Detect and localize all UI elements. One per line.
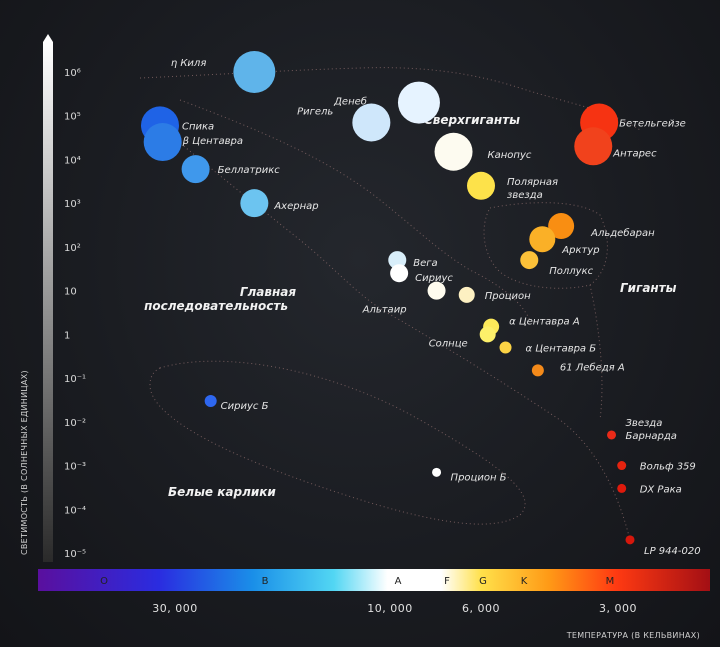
star-label: LP 944-020 bbox=[644, 546, 701, 557]
star-label: Арктур bbox=[561, 245, 599, 256]
svg-text:последовательность: последовательность bbox=[144, 299, 288, 313]
star-point bbox=[233, 51, 276, 93]
star-point bbox=[181, 155, 210, 184]
star-label: Бетельгейзе bbox=[619, 119, 686, 130]
star-label: Вольф 359 bbox=[640, 462, 696, 473]
star-point bbox=[458, 286, 475, 303]
star-point bbox=[499, 341, 512, 354]
main-sequence-upper-outline bbox=[179, 99, 531, 321]
spectral-class-label: B bbox=[262, 576, 269, 587]
star-point bbox=[531, 364, 544, 377]
star-point bbox=[574, 127, 613, 166]
x-tick-label: 3, 000 bbox=[599, 602, 637, 615]
star-point bbox=[529, 226, 556, 253]
y-tick-label: 10² bbox=[64, 243, 81, 254]
star-label: Альдебаран bbox=[590, 227, 655, 239]
star-point bbox=[427, 281, 446, 300]
star-label: β Центавра bbox=[182, 136, 243, 147]
region-label-main-sequence: Главная последовательность bbox=[144, 285, 296, 313]
star-point bbox=[204, 394, 217, 407]
star-label: Процион bbox=[485, 291, 531, 302]
x-ticks: 30, 000 10, 000 6, 000 3, 000 bbox=[152, 602, 637, 615]
region-label-supergiants: Сверхгиганты bbox=[424, 113, 520, 127]
star-label: Антарес bbox=[612, 148, 657, 159]
spectral-class-label: M bbox=[606, 576, 615, 587]
star-label: Сириус Б bbox=[221, 401, 269, 412]
star-point bbox=[397, 81, 440, 124]
region-label-giants: Гиганты bbox=[620, 281, 677, 295]
star-label: 61 Лебедя А bbox=[560, 361, 625, 373]
y-tick-label: 10⁻⁵ bbox=[64, 549, 86, 560]
luminosity-scale-bar bbox=[43, 34, 53, 562]
star-point bbox=[352, 103, 391, 142]
star-point bbox=[143, 123, 182, 162]
spectral-class-label: F bbox=[444, 576, 450, 587]
star-label: Вега bbox=[413, 258, 437, 269]
star-label: Барнарда bbox=[626, 431, 677, 442]
y-tick-label: 10⁻³ bbox=[64, 462, 86, 473]
star-point bbox=[617, 483, 627, 493]
x-tick-label: 30, 000 bbox=[152, 602, 198, 615]
star-label: Звезда bbox=[626, 418, 663, 429]
star-label: звезда bbox=[507, 190, 543, 201]
star-point bbox=[240, 189, 269, 218]
region-label-white-dwarfs: Белые карлики bbox=[168, 485, 276, 499]
star-label: Процион Б bbox=[451, 472, 507, 483]
y-axis-title: СВЕТИМОСТЬ (В СОЛНЕЧНЫХ ЕДИНИЦАХ) bbox=[20, 370, 29, 555]
y-tick-label: 10⁴ bbox=[64, 155, 81, 166]
y-tick-label: 10⁻¹ bbox=[64, 374, 86, 385]
star-label: Канопус bbox=[488, 150, 532, 161]
y-tick-label: 1 bbox=[64, 330, 70, 341]
star-label: Сириус bbox=[415, 273, 453, 284]
star-label: Ахернар bbox=[273, 201, 318, 212]
star-label: Солнце bbox=[429, 338, 468, 349]
star-point bbox=[607, 430, 617, 440]
star-point bbox=[432, 467, 442, 477]
spectral-class-label: A bbox=[395, 576, 402, 587]
star-label: Ригель bbox=[297, 107, 333, 118]
star-label: Альтаир bbox=[362, 305, 407, 316]
y-tick-label: 10⁶ bbox=[64, 68, 81, 79]
y-tick-label: 10³ bbox=[64, 199, 81, 210]
star-point bbox=[617, 461, 627, 471]
star-label: DX Рака bbox=[640, 484, 682, 495]
y-tick-label: 10⁵ bbox=[64, 112, 81, 123]
star-label: α Центавра Б bbox=[526, 344, 597, 355]
star-label: α Центавра А bbox=[509, 317, 580, 328]
star-label: Беллатрикс bbox=[218, 165, 281, 176]
x-tick-label: 6, 000 bbox=[462, 602, 500, 615]
svg-text:Главная: Главная bbox=[240, 285, 297, 299]
star-label: η Киля bbox=[171, 58, 207, 69]
star-point bbox=[625, 535, 635, 545]
star-point bbox=[548, 213, 575, 240]
y-tick-label: 10⁻² bbox=[64, 418, 86, 429]
star-label: Полярная bbox=[507, 177, 558, 188]
star-point bbox=[520, 251, 539, 270]
star-label: Спика bbox=[182, 121, 214, 132]
giants-outline bbox=[483, 202, 608, 289]
spectral-class-label: O bbox=[100, 576, 108, 587]
star-point bbox=[390, 264, 409, 283]
star-point bbox=[467, 171, 495, 200]
star-label: Денеб bbox=[333, 96, 367, 108]
y-tick-label: 10 bbox=[64, 287, 77, 298]
region-outlines bbox=[139, 67, 641, 541]
spectral-class-label: G bbox=[479, 576, 487, 587]
y-ticks: 10⁶ 10⁵ 10⁴ 10³ 10² 10 1 10⁻¹ 10⁻² 10⁻³ 10⁻⁴ 10⁻⁵ bbox=[64, 68, 86, 560]
x-tick-label: 10, 000 bbox=[367, 602, 413, 615]
star-label: Поллукс bbox=[549, 266, 593, 277]
star-point bbox=[479, 326, 496, 343]
x-axis-title: ТЕМПЕРАТУРА (В КЕЛЬВИНАХ) bbox=[566, 631, 700, 640]
star-point bbox=[388, 251, 407, 270]
y-tick-label: 10⁻⁴ bbox=[64, 505, 86, 516]
white-dwarf-outline bbox=[149, 360, 526, 525]
star-point bbox=[434, 132, 473, 171]
spectral-class-label: K bbox=[521, 576, 528, 587]
